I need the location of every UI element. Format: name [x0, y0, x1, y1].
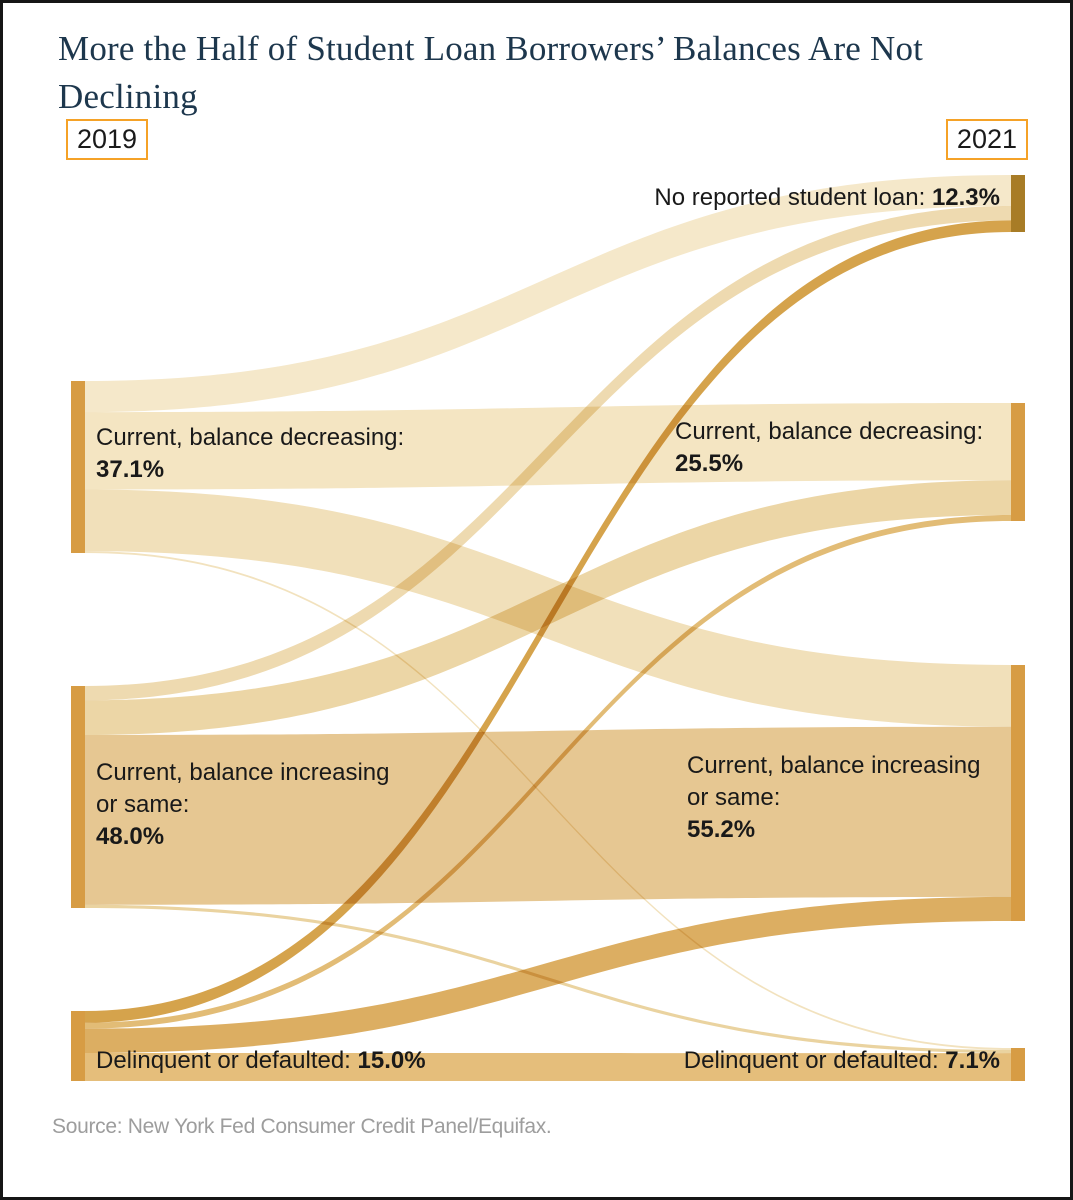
sankey-diagram — [71, 175, 1025, 1081]
sankey-node-inc19 — [71, 686, 85, 908]
sankey-link-del19-no21 — [85, 220, 1011, 1023]
source-note: Source: New York Fed Consumer Credit Pan… — [52, 1115, 552, 1138]
sankey-node-del21 — [1011, 1048, 1025, 1081]
sankey-link-del19-inc21 — [85, 896, 1011, 1053]
sankey-node-del19 — [71, 1011, 85, 1081]
year-label-2021: 2021 — [945, 119, 1028, 160]
sankey-link-del19-del21 — [85, 1053, 1011, 1081]
year-label-2019: 2019 — [66, 119, 149, 160]
sankey-link-inc19-no21 — [85, 206, 1011, 701]
sankey-link-inc19-inc21 — [85, 726, 1011, 905]
chart-title: More the Half of Student Loan Borrowers’… — [58, 29, 924, 116]
sankey-node-no21 — [1011, 175, 1025, 232]
sankey-link-del19-dec21 — [85, 515, 1011, 1029]
sankey-link-inc19-dec21 — [85, 480, 1011, 735]
sankey-link-dec19-no21 — [85, 175, 1011, 413]
sankey-node-dec21 — [1011, 403, 1025, 521]
sankey-node-inc21 — [1011, 665, 1025, 921]
sankey-node-dec19 — [71, 381, 85, 553]
